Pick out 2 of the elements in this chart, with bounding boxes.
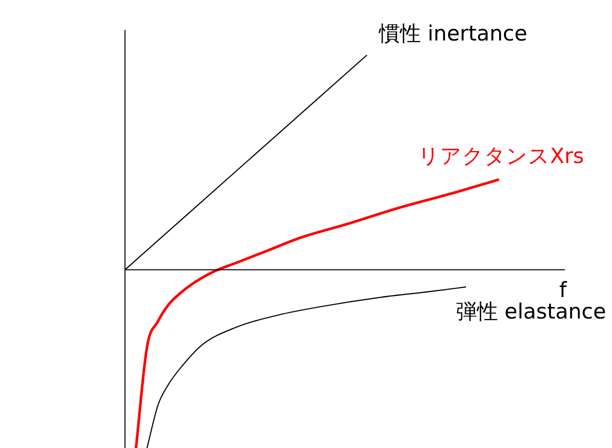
series-label: リアクタンスXrs xyxy=(418,144,584,168)
series-label: 慣性 inertance xyxy=(378,21,528,46)
